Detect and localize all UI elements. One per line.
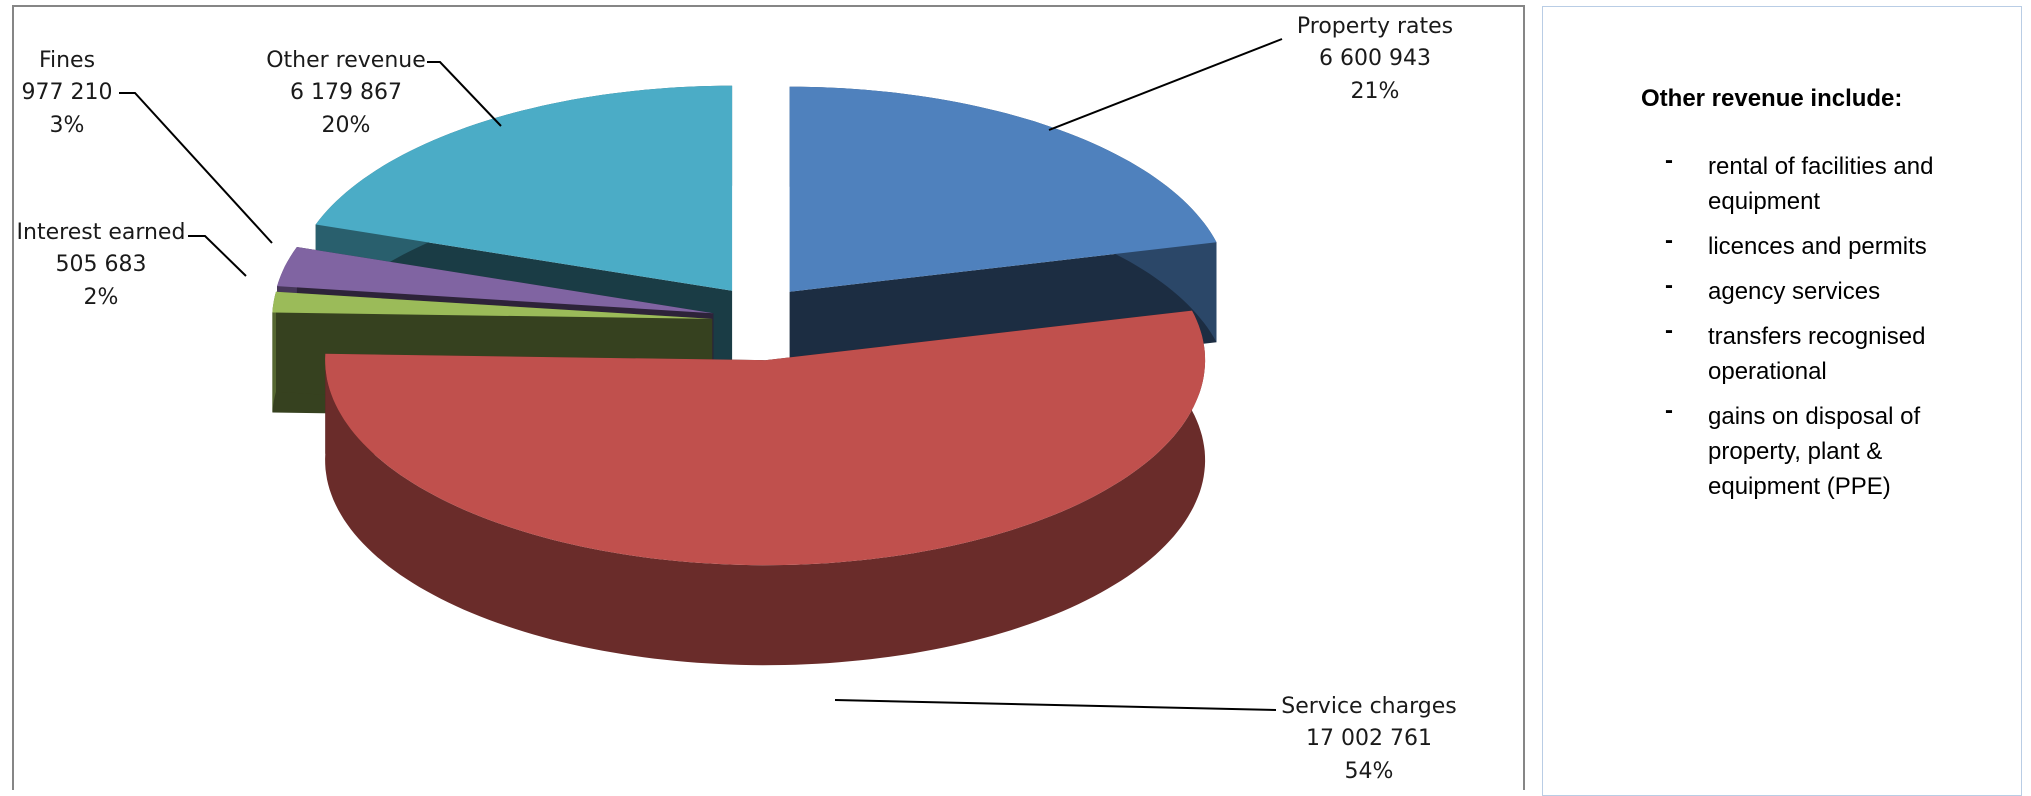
label-name: Other revenue bbox=[266, 48, 426, 73]
label-value: 977 210 bbox=[22, 80, 113, 105]
note-text: transfers recognised operational bbox=[1708, 323, 1926, 385]
label-name: Fines bbox=[39, 48, 95, 73]
label-name: Property rates bbox=[1297, 14, 1453, 39]
leader-line bbox=[1048, 38, 1283, 131]
leader-line bbox=[119, 92, 273, 244]
leader-line bbox=[834, 699, 1277, 711]
note-item: - transfers recognised operational bbox=[1639, 317, 1939, 389]
bullet: - bbox=[1665, 147, 1673, 174]
bullet: - bbox=[1665, 272, 1673, 299]
bullet: - bbox=[1665, 227, 1673, 254]
slice-top bbox=[325, 310, 1206, 566]
note-text: rental of facilities and equipment bbox=[1708, 153, 1934, 215]
label-name: Service charges bbox=[1281, 694, 1456, 719]
leader-line bbox=[427, 61, 502, 127]
label-value: 17 002 761 bbox=[1306, 726, 1432, 751]
label-value: 505 683 bbox=[56, 252, 147, 277]
note-text: agency services bbox=[1708, 278, 1881, 305]
slice-side bbox=[325, 310, 1206, 666]
notes-panel: Other revenue include: - rental of facili… bbox=[1542, 6, 2022, 796]
leader-line bbox=[188, 235, 247, 277]
label-percent: 20% bbox=[322, 113, 371, 138]
note-item: - rental of facilities and equipment bbox=[1639, 147, 1939, 219]
label-percent: 21% bbox=[1351, 79, 1400, 104]
label-value: 6 179 867 bbox=[290, 80, 402, 105]
label-percent: 54% bbox=[1345, 759, 1394, 784]
notes-list: - rental of facilities and equipment - lice… bbox=[1639, 147, 1939, 514]
slice-top bbox=[315, 85, 733, 291]
label-name: Interest earned bbox=[17, 220, 186, 245]
note-text: licences and permits bbox=[1708, 233, 1927, 260]
chart: Property rates 6 600 943 21% Service charge… bbox=[12, 5, 1525, 790]
note-item: - agency services bbox=[1639, 272, 1939, 309]
notes-title: Other revenue include: bbox=[1641, 85, 1903, 112]
label-percent: 3% bbox=[50, 113, 85, 138]
label-percent: 2% bbox=[84, 285, 119, 310]
note-item: - gains on disposal of property, plant & … bbox=[1639, 397, 1939, 504]
slice-side bbox=[272, 291, 276, 413]
bullet: - bbox=[1665, 397, 1673, 424]
bullet: - bbox=[1665, 317, 1673, 344]
slice-top bbox=[277, 247, 714, 314]
label-value: 6 600 943 bbox=[1319, 46, 1431, 71]
slice-top bbox=[272, 291, 713, 319]
slice-top bbox=[789, 86, 1217, 292]
note-text: gains on disposal of property, plant & e… bbox=[1708, 403, 1921, 500]
slice bbox=[325, 310, 1206, 666]
note-item: - licences and permits bbox=[1639, 227, 1939, 264]
